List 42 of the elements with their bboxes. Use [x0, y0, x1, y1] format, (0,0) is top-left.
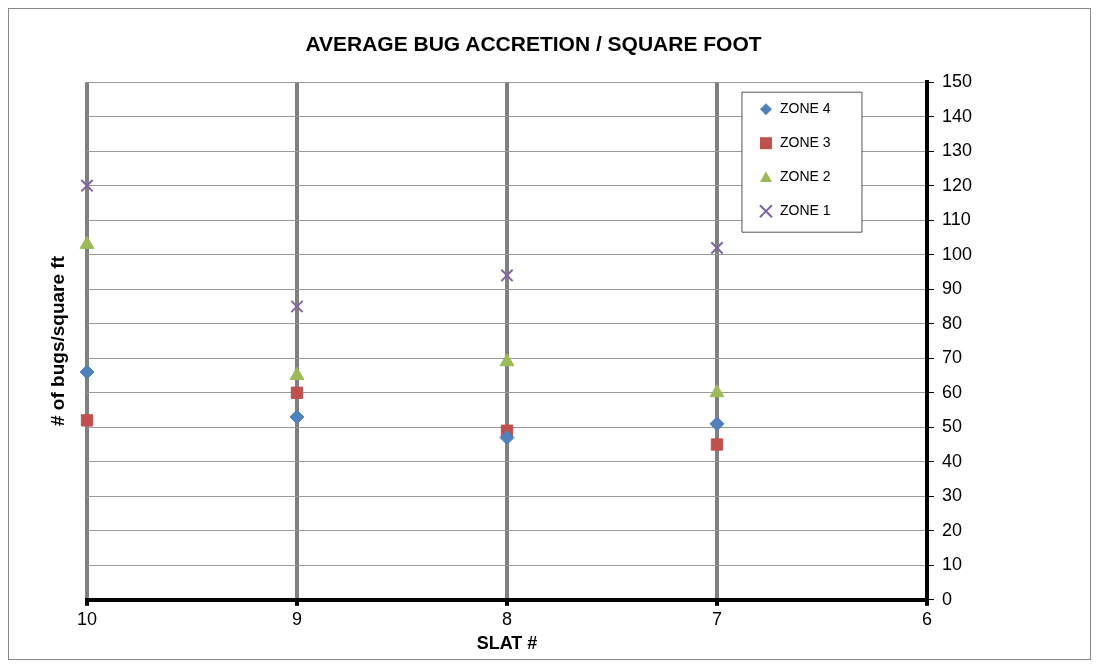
point [499, 353, 515, 367]
chart-title: AVERAGE BUG ACCRETION / SQUARE FOOT [305, 32, 762, 56]
y-tick-label: 100 [941, 243, 973, 264]
x-axis-title: SLAT # [476, 633, 538, 654]
legend-label: ZONE 2 [779, 168, 831, 185]
legend-label: ZONE 1 [779, 202, 831, 219]
y-tick-label: 0 [941, 588, 952, 609]
point [500, 268, 514, 283]
y-axis-title: # of bugs/square ft [47, 255, 69, 426]
point [80, 179, 94, 193]
y-tick-label: 110 [941, 209, 971, 230]
x-tick-label: 8 [501, 608, 512, 629]
point [290, 299, 304, 314]
y-tick-label: 80 [941, 312, 962, 333]
point [290, 386, 304, 399]
y-tick-label: 150 [941, 71, 973, 92]
point [710, 241, 724, 255]
point [709, 416, 725, 432]
y-tick-label: 30 [941, 485, 962, 506]
point [289, 409, 305, 425]
y-tick-label: 70 [941, 347, 962, 368]
y-tick-label: 40 [941, 450, 962, 471]
y-tick-label: 130 [941, 140, 973, 161]
point [79, 364, 95, 380]
x-tick-label: 7 [711, 608, 722, 629]
x-tick-label: 6 [921, 608, 932, 629]
legend-label: ZONE 3 [779, 134, 831, 151]
y-tick-label: 20 [941, 519, 962, 540]
x-tick-label: 10 [76, 608, 98, 629]
y-tick-label: 120 [941, 174, 973, 195]
y-tick-label: 10 [941, 554, 962, 575]
point [289, 367, 305, 381]
point [709, 384, 725, 398]
x-tick-label: 9 [291, 608, 302, 629]
y-tick-label: 50 [941, 416, 962, 437]
y-tick-label: 140 [941, 105, 973, 126]
y-tick-label: 60 [941, 381, 962, 402]
point [499, 430, 515, 446]
legend-label: ZONE 4 [779, 100, 831, 117]
point [710, 438, 724, 451]
point [80, 414, 94, 427]
y-tick-label: 90 [941, 278, 962, 299]
